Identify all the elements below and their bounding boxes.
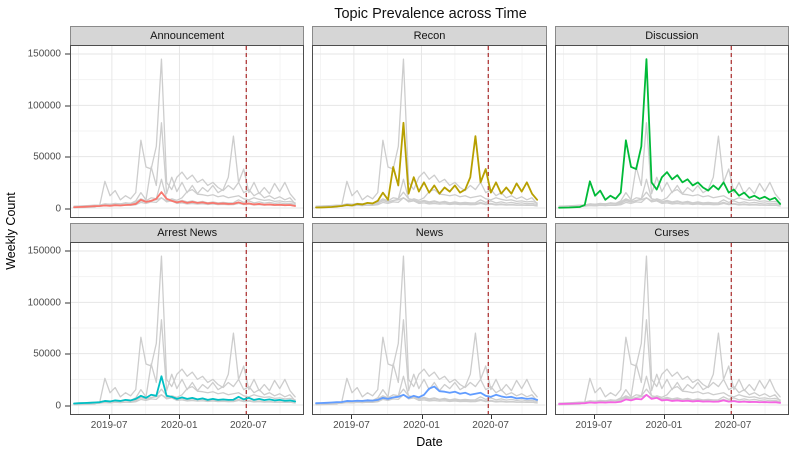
x-tick-label: 2020-07	[472, 420, 509, 431]
x-tick-label: 2020-01	[645, 420, 683, 431]
facet-strip-recon: Recon	[312, 26, 547, 46]
line-plot-news	[313, 243, 545, 414]
facet-panel-recon	[312, 45, 547, 218]
y-tick-mark	[65, 105, 70, 107]
facet-strip-curses: Curses	[554, 223, 789, 243]
x-axis-col-1: 2019-07 2020-01 2020-07	[70, 415, 304, 433]
y-tick-label: 100000	[27, 297, 61, 309]
facet-label: Discussion	[645, 30, 699, 42]
x-tick-mark	[490, 415, 492, 419]
x-tick-mark	[248, 415, 250, 419]
x-tick-mark	[732, 415, 734, 419]
y-tick-mark	[65, 156, 70, 158]
y-tick-mark	[65, 405, 70, 407]
facet-label: News	[415, 227, 444, 239]
x-tick-label: 2019-07	[333, 420, 370, 431]
y-tick-mark	[65, 302, 70, 304]
x-tick-label: 2019-07	[575, 420, 613, 431]
line-plot-curses	[556, 243, 788, 414]
x-tick-mark	[593, 415, 595, 419]
x-tick-label: 2020-01	[160, 420, 198, 431]
y-tick-label: 0	[55, 203, 61, 215]
facet-strip-discussion: Discussion	[554, 26, 789, 46]
x-tick-mark	[351, 415, 353, 419]
y-tick-mark	[65, 353, 70, 355]
line-plot-announcement	[71, 46, 303, 217]
facet-label: Announcement	[150, 30, 225, 42]
y-tick-label: 0	[55, 400, 61, 412]
facet-panel-discussion	[554, 45, 789, 218]
facet-label: Recon	[413, 30, 446, 42]
line-plot-arrest-news	[71, 243, 303, 414]
x-tick-mark	[109, 415, 111, 419]
facet-strip-news: News	[312, 223, 547, 243]
facet-label: Curses	[654, 227, 690, 239]
y-axis-ticks-bottom-row: 150000 100000 50000 0	[20, 243, 70, 415]
y-tick-mark	[65, 250, 70, 252]
x-tick-mark	[179, 415, 181, 419]
x-tick-mark	[421, 415, 423, 419]
x-tick-mark	[663, 415, 665, 419]
y-tick-label: 50000	[33, 151, 61, 163]
facet-grid: Weekly Count Announcement Recon Discussi…	[2, 26, 789, 453]
chart-title: Topic Prevalence across Time	[334, 6, 527, 22]
x-tick-label: 2019-07	[90, 420, 128, 431]
x-axis-col-2: 2019-07 2020-01 2020-07	[312, 415, 546, 433]
facet-panel-arrest-news	[70, 242, 305, 415]
y-tick-label: 100000	[27, 100, 61, 112]
line-plot-recon	[313, 46, 545, 217]
facet-panel-announcement	[70, 45, 305, 218]
y-axis-ticks-top-row: 150000 100000 50000 0	[20, 46, 70, 218]
facet-label: Arrest News	[157, 227, 218, 239]
facet-strip-announcement: Announcement	[70, 26, 305, 46]
facet-panel-news	[312, 242, 547, 415]
facet-strip-arrest-news: Arrest News	[70, 223, 305, 243]
y-tick-label: 150000	[27, 48, 61, 60]
x-axis-col-3: 2019-07 2020-01 2020-07	[555, 415, 789, 433]
y-axis-title-text: Weekly Count	[4, 191, 18, 270]
y-tick-label: 150000	[27, 245, 61, 257]
line-plot-discussion	[556, 46, 788, 217]
y-tick-mark	[65, 208, 70, 210]
y-tick-label: 50000	[33, 348, 61, 360]
y-tick-mark	[65, 53, 70, 55]
y-axis-title: Weekly Count	[2, 46, 20, 415]
x-axis-title: Date	[416, 435, 443, 449]
facet-panel-curses	[554, 242, 789, 415]
x-tick-label: 2020-07	[229, 420, 267, 431]
x-tick-label: 2020-01	[403, 420, 440, 431]
x-tick-label: 2020-07	[714, 420, 752, 431]
